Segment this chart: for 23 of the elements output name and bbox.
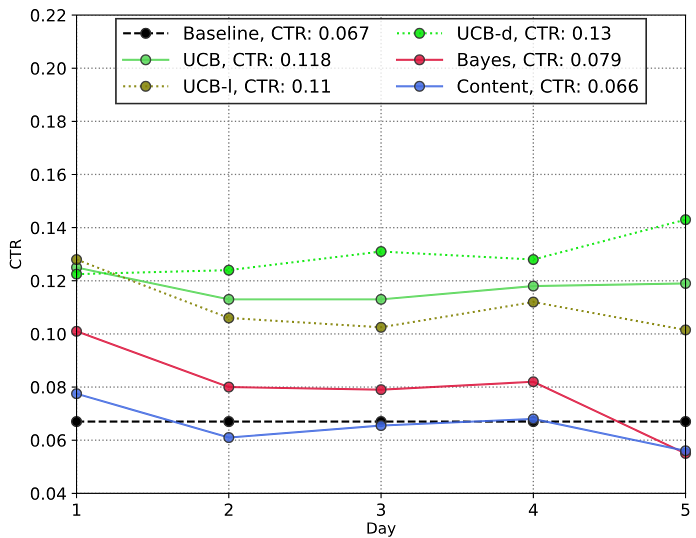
y-tick-label: 0.18 (30, 115, 66, 128)
y-axis-title: CTR (10, 239, 22, 269)
y-tick-label: 0.16 (30, 168, 66, 182)
legend-label: UCB-l, CTR: 0.11 (184, 78, 330, 95)
y-tick-label: 0.14 (30, 222, 66, 234)
x-tick-label: 1 (73, 504, 80, 516)
y-tick-label: 0.12 (30, 274, 66, 288)
x-tick-label: 2 (224, 503, 232, 516)
y-tick-label: 0.06 (30, 434, 66, 447)
y-tick-label: 0.04 (30, 487, 66, 500)
legend-label: UCB, CTR: 0.118 (184, 52, 330, 68)
x-tick-label: 5 (682, 504, 690, 516)
y-tick-label: 0.08 (30, 381, 66, 394)
x-tick-label: 4 (528, 504, 538, 516)
x-tick-label: 3 (377, 503, 386, 516)
legend-label: Content, CTR: 0.066 (458, 79, 638, 95)
legend-label: Bayes, CTR: 0.079 (458, 52, 621, 70)
y-tick-label: 0.10 (30, 328, 66, 340)
y-tick-label: 0.20 (30, 62, 66, 75)
legend-label: UCB-d, CTR: 0.13 (458, 26, 610, 42)
y-tick-label: 0.22 (30, 9, 66, 22)
legend-label: Baseline, CTR: 0.067 (184, 26, 368, 42)
x-axis-title: Day (367, 522, 396, 537)
